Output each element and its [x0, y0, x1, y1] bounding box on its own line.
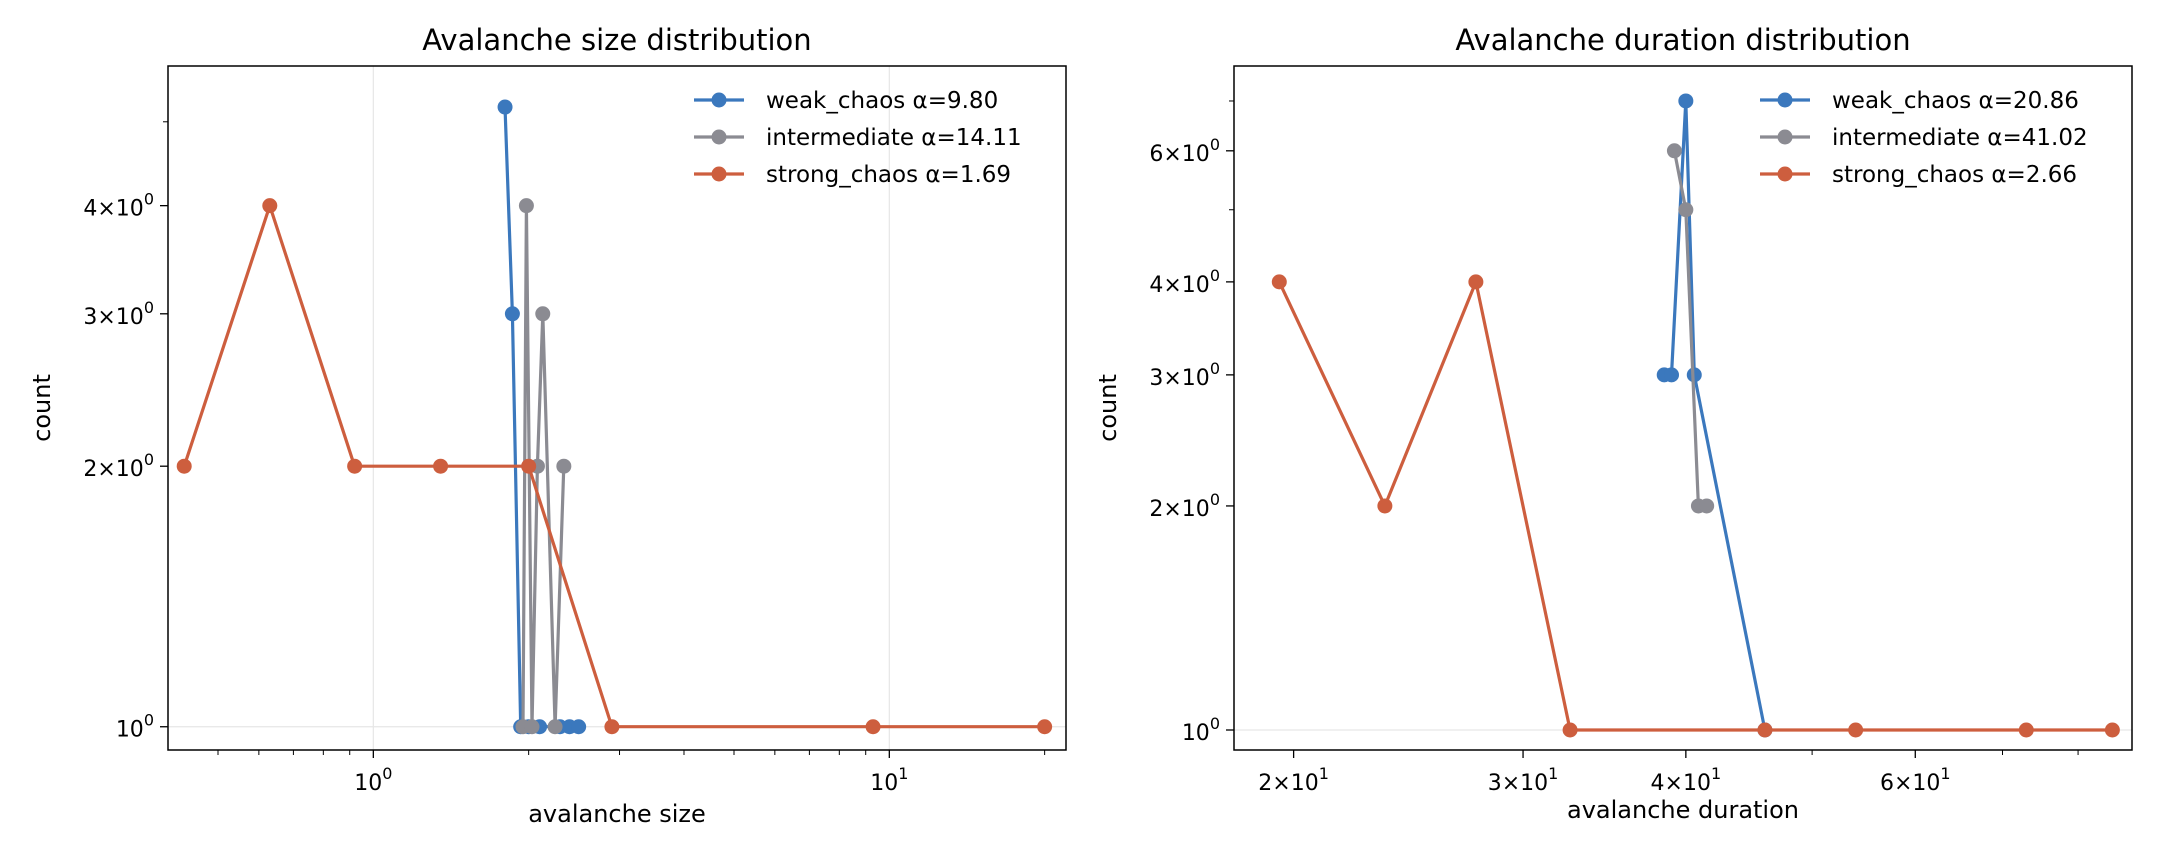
chart-title: Avalanche size distribution [422, 23, 811, 57]
y-tick-label: 100 [1182, 713, 1220, 746]
data-point [604, 719, 620, 735]
data-point [865, 719, 881, 735]
legend: weak_chaos α=9.80 intermediate α=14.11 str… [694, 88, 1022, 188]
data-point [497, 99, 513, 115]
data-point [556, 458, 572, 474]
data-point [2018, 722, 2034, 738]
legend: weak_chaos α=20.86 intermediate α=41.02 st… [1760, 88, 2088, 188]
legend-entry: strong_chaos α=1.69 [766, 162, 1011, 188]
data-point [504, 306, 520, 322]
data-point [1664, 367, 1680, 383]
legend-entry: intermediate α=14.11 [766, 125, 1022, 151]
data-point [1562, 722, 1578, 738]
legend-entry: intermediate α=41.02 [1832, 125, 2088, 151]
data-point [262, 198, 278, 214]
size-distribution-chart: 100 101 100 2×100 3×100 4×100 Avalanche size d… [28, 23, 1067, 828]
data-point [347, 458, 363, 474]
data-point [535, 306, 551, 322]
x-tick-label: 3×101 [1488, 764, 1559, 797]
y-axis-label: count [1094, 374, 1122, 442]
x-tick-label: 100 [354, 764, 392, 797]
data-point [176, 458, 192, 474]
legend-marker [1777, 92, 1793, 108]
y-tick-label: 2×100 [83, 450, 154, 483]
data-point [1757, 722, 1773, 738]
legend-marker [711, 166, 727, 182]
data-point [433, 458, 449, 474]
data-point [1848, 722, 1864, 738]
data-point [1678, 93, 1694, 109]
data-point [547, 719, 563, 735]
data-point [1678, 202, 1694, 218]
data-point [1377, 498, 1393, 514]
x-axis-label: avalanche size [528, 800, 706, 828]
legend-marker [1777, 166, 1793, 182]
data-point [518, 198, 534, 214]
data-point [1271, 274, 1287, 290]
data-point [2104, 722, 2120, 738]
chart-title: Avalanche duration distribution [1455, 23, 1910, 57]
y-tick-label: 3×100 [83, 297, 154, 330]
data-point [571, 719, 587, 735]
duration-distribution-chart: 2×101 3×101 4×101 6×101 100 2×100 3×100 4×100 6×… [1094, 23, 2133, 824]
legend-marker [711, 129, 727, 145]
series-2 [1271, 274, 2120, 738]
x-tick-label: 101 [870, 764, 908, 797]
y-tick-label: 100 [116, 710, 154, 743]
data-point [521, 458, 537, 474]
legend-marker [711, 92, 727, 108]
axes-frame [167, 65, 1067, 751]
legend-marker [1777, 129, 1793, 145]
y-tick-label: 6×100 [1149, 134, 1220, 167]
series-2 [176, 198, 1053, 735]
x-tick-label: 6×101 [1880, 764, 1951, 797]
x-tick-label: 2×101 [1258, 764, 1329, 797]
y-axis-label: count [28, 374, 56, 442]
x-tick-label: 4×101 [1651, 764, 1722, 797]
series-line [1277, 280, 2113, 732]
data-point [1699, 498, 1715, 514]
axes-frame [1233, 65, 2133, 751]
series-1 [1666, 143, 1715, 514]
y-tick-label: 3×100 [1149, 358, 1220, 391]
legend-entry: weak_chaos α=20.86 [1832, 88, 2079, 114]
y-tick-label: 4×100 [83, 189, 154, 222]
data-point [524, 719, 540, 735]
series-1 [515, 198, 572, 735]
legend-entry: weak_chaos α=9.80 [766, 88, 998, 114]
data-point [1037, 719, 1053, 735]
data-point [1468, 274, 1484, 290]
y-tick-label: 4×100 [1149, 265, 1220, 298]
series-line [182, 204, 1045, 729]
y-tick-label: 2×100 [1149, 489, 1220, 521]
data-point [1666, 143, 1682, 159]
legend-entry: strong_chaos α=2.66 [1832, 162, 2077, 188]
x-axis-label: avalanche duration [1567, 796, 1799, 824]
